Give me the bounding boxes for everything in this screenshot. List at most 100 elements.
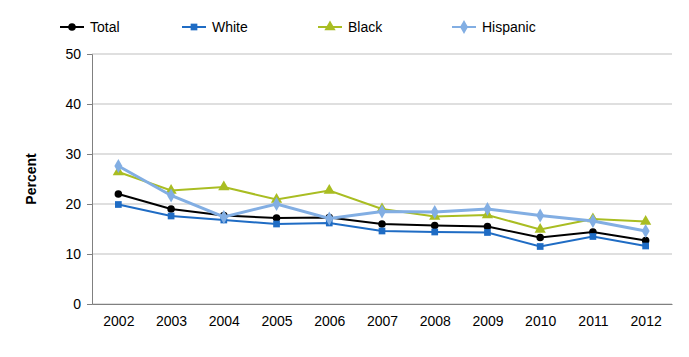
x-tick-label: 2011 <box>578 313 608 329</box>
x-tick: 2002 <box>103 313 134 329</box>
y-tick: 20 <box>65 196 92 212</box>
legend-item: Black <box>318 19 383 35</box>
series-marker <box>115 201 122 208</box>
series-marker <box>114 159 122 173</box>
y-tick: 40 <box>65 96 92 112</box>
series-marker <box>590 233 597 240</box>
x-tick: 2009 <box>472 313 503 329</box>
y-tick-label: 20 <box>65 196 81 212</box>
series-marker <box>535 223 546 233</box>
grid-line <box>92 254 672 255</box>
series-marker <box>642 243 649 250</box>
series <box>115 201 649 250</box>
series <box>113 165 652 232</box>
legend: Total White Black Hispanic <box>60 19 536 35</box>
legend-item: Total <box>60 19 120 35</box>
x-tick-label: 2005 <box>261 313 292 329</box>
x-tick-label: 2010 <box>525 313 556 329</box>
series-marker <box>640 215 651 225</box>
series-line <box>118 172 645 230</box>
x-axis-line <box>93 304 673 305</box>
legend-marker <box>460 20 468 34</box>
series-marker <box>536 209 544 223</box>
series-marker <box>537 243 544 250</box>
series-line <box>118 166 645 231</box>
y-tick: 0 <box>73 296 92 312</box>
x-tick-label: 2009 <box>472 313 503 329</box>
series-marker <box>168 213 175 220</box>
grid <box>92 54 672 304</box>
y-tick-mark <box>87 104 92 105</box>
y-tick: 50 <box>65 46 92 62</box>
y-tick-label: 50 <box>65 46 81 62</box>
legend-label: Total <box>90 19 120 35</box>
series-marker <box>218 180 229 190</box>
y-tick-label: 30 <box>65 146 81 162</box>
x-tick: 2012 <box>631 313 662 329</box>
y-tick-mark <box>87 254 92 255</box>
legend-item: White <box>182 19 248 35</box>
legend-label: Hispanic <box>482 19 536 35</box>
x-tick: 2007 <box>367 313 398 329</box>
y-tick-label: 10 <box>65 246 81 262</box>
legend-label: Black <box>348 19 383 35</box>
series-marker <box>379 228 386 235</box>
y-axis-line <box>87 55 93 305</box>
x-tick: 2003 <box>156 313 187 329</box>
legend-marker <box>68 23 76 31</box>
series-marker <box>273 221 280 228</box>
x-tick-label: 2002 <box>103 313 134 329</box>
y-tick-mark <box>87 154 92 155</box>
series-marker <box>431 205 439 219</box>
legend-marker <box>324 20 335 30</box>
grid-line <box>92 104 672 105</box>
y-tick: 10 <box>65 246 92 262</box>
legend-label: White <box>212 19 248 35</box>
x-tick-label: 2012 <box>631 313 662 329</box>
series-marker <box>484 229 491 236</box>
y-tick-label: 40 <box>65 96 81 112</box>
series-marker <box>378 205 386 219</box>
series-marker <box>324 184 335 194</box>
grid-line <box>92 154 672 155</box>
y-tick-mark <box>87 304 92 305</box>
x-tick-label: 2006 <box>314 313 345 329</box>
series-marker <box>431 222 439 230</box>
grid-line <box>92 54 672 55</box>
series-marker <box>167 205 175 213</box>
x-tick-label: 2004 <box>209 313 240 329</box>
series-marker <box>167 189 175 203</box>
y-tick-label: 0 <box>73 296 81 312</box>
plot-area <box>113 159 652 250</box>
series-marker <box>642 224 650 238</box>
series-marker <box>589 214 597 228</box>
x-tick: 2010 <box>525 313 556 329</box>
series-marker <box>220 210 228 224</box>
x-tick: 2008 <box>420 313 451 329</box>
x-axis: 2002 2003 2004 2005 2006 2007 2008 2009 2010 2011… <box>93 305 673 329</box>
x-tick: 2006 <box>314 313 345 329</box>
series-marker <box>273 197 281 211</box>
x-tick-label: 2007 <box>367 313 398 329</box>
series-marker <box>431 229 438 236</box>
x-tick: 2011 <box>578 313 608 329</box>
y-axis-title: Percent <box>23 153 39 205</box>
y-tick-mark <box>87 204 92 205</box>
x-tick-label: 2008 <box>420 313 451 329</box>
chart: 0102030405020022003200420052006200720082… <box>0 0 689 357</box>
series-marker <box>378 220 386 228</box>
x-tick: 2004 <box>209 313 240 329</box>
x-tick: 2005 <box>261 313 292 329</box>
y-tick: 30 <box>65 146 92 162</box>
x-tick-label: 2003 <box>156 313 187 329</box>
legend-marker <box>191 24 198 31</box>
series-line <box>118 205 645 247</box>
series-marker <box>115 190 123 198</box>
series-marker <box>536 234 544 242</box>
series-marker <box>325 212 333 226</box>
y-axis: 0 10 20 30 40 50 <box>65 46 92 312</box>
legend-item: Hispanic <box>452 19 536 35</box>
y-tick-mark <box>87 54 92 55</box>
grid-line <box>92 304 672 305</box>
series-marker <box>483 202 491 216</box>
